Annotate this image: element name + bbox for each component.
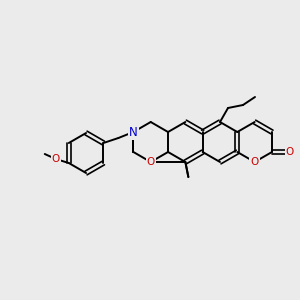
Text: N: N (129, 125, 138, 139)
Text: O: O (250, 157, 259, 167)
Text: O: O (286, 147, 294, 157)
Text: O: O (147, 157, 155, 167)
Text: O: O (52, 154, 60, 164)
